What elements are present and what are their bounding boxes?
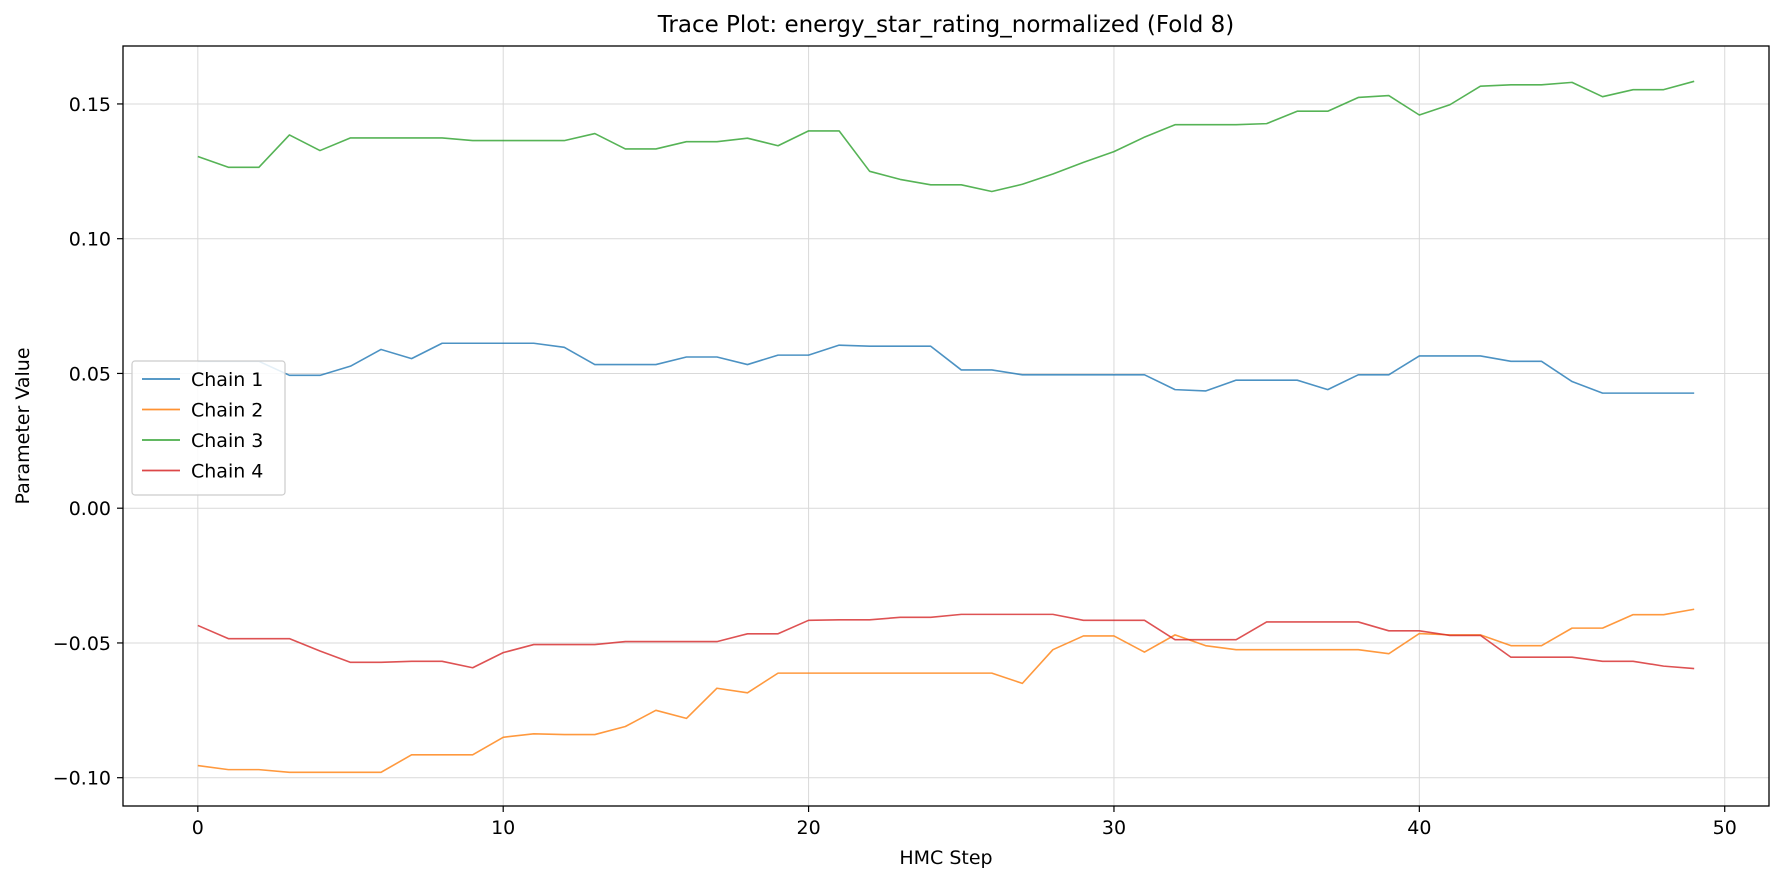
x-tick-label: 10 [491,817,515,839]
legend-label-chain-3: Chain 3 [191,430,263,452]
y-tick-label: −0.05 [53,633,111,655]
y-tick-label: 0.10 [69,229,111,251]
x-tick-label: 20 [796,817,820,839]
series-layer [197,80,1695,774]
chart-title: Trace Plot: energy_star_rating_normalize… [657,12,1235,38]
x-tick-label: 50 [1713,817,1737,839]
tick-layer: 0 10 20 30 40 50 −0.10 −0.05 0.00 0.05 0.10 0.15 [53,94,1737,839]
y-tick-label: −0.10 [53,768,111,790]
axes-frame [122,45,1770,807]
legend-label-chain-1: Chain 1 [191,369,263,391]
y-tick-label: 0.15 [69,94,111,116]
x-tick-label: 0 [192,817,204,839]
y-axis-label: Parameter Value [12,347,34,504]
legend-label-chain-2: Chain 2 [191,400,263,422]
grid-layer [123,46,1769,806]
x-tick-label: 40 [1407,817,1431,839]
legend: Chain 1 Chain 2 Chain 3 Chain 4 [131,360,286,496]
x-axis-label: HMC Step [899,847,992,869]
legend-box [131,360,286,496]
series-line-chain-1 [197,342,1695,394]
legend-label-chain-4: Chain 4 [191,461,263,483]
x-tick-label: 30 [1102,817,1126,839]
y-tick-label: 0.00 [69,498,111,520]
series-line-chain-3 [197,80,1695,193]
y-tick-label: 0.05 [69,363,111,385]
series-line-chain-4 [197,613,1695,670]
legend-items: Chain 1 Chain 2 Chain 3 Chain 4 [142,369,263,483]
